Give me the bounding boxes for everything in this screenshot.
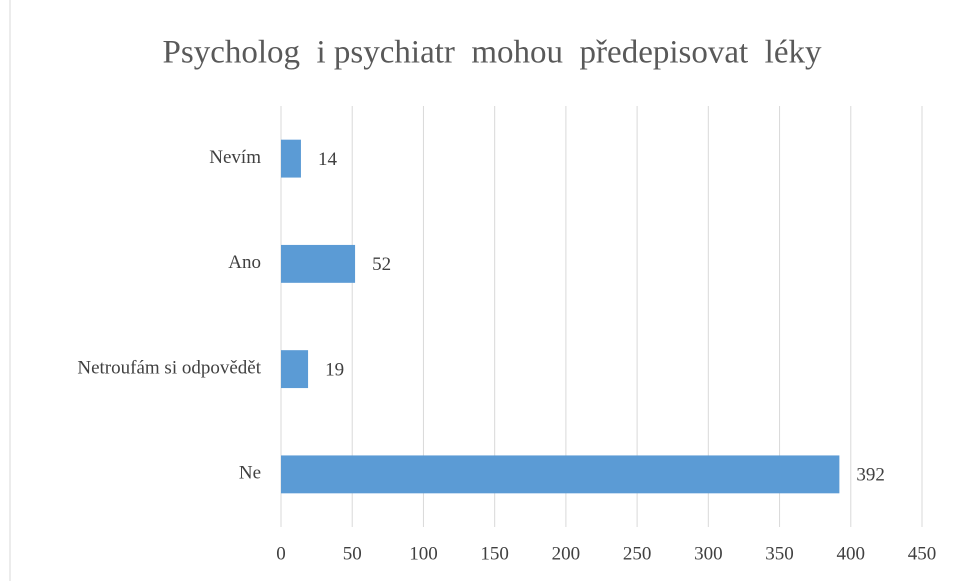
bar [281,244,356,283]
x-tick-label: 0 [276,543,286,564]
data-label: 392 [856,465,885,486]
x-tick-label: 100 [409,543,438,564]
y-tick-label: Nevím [209,147,261,168]
y-tick-label: Netroufám si odpovědět [77,357,261,378]
bar [281,139,301,178]
y-tick-label: Ne [239,463,261,484]
bar [281,455,840,494]
x-tick-label: 50 [343,543,362,564]
chart-border [9,0,11,581]
x-tick-label: 350 [765,543,794,564]
x-tick-label: 450 [908,543,937,564]
bar [281,350,309,389]
data-label: 14 [318,149,338,170]
x-tick-label: 400 [837,543,866,564]
x-tick-label: 300 [694,543,723,564]
x-tick-label: 150 [480,543,509,564]
y-tick-label: Ano [228,252,261,273]
data-label: 52 [372,254,391,275]
data-label: 19 [325,359,344,380]
x-tick-label: 250 [623,543,652,564]
x-tick-label: 200 [552,543,581,564]
chart-title: Psycholog i psychiatr mohou předepisovat… [163,35,822,71]
